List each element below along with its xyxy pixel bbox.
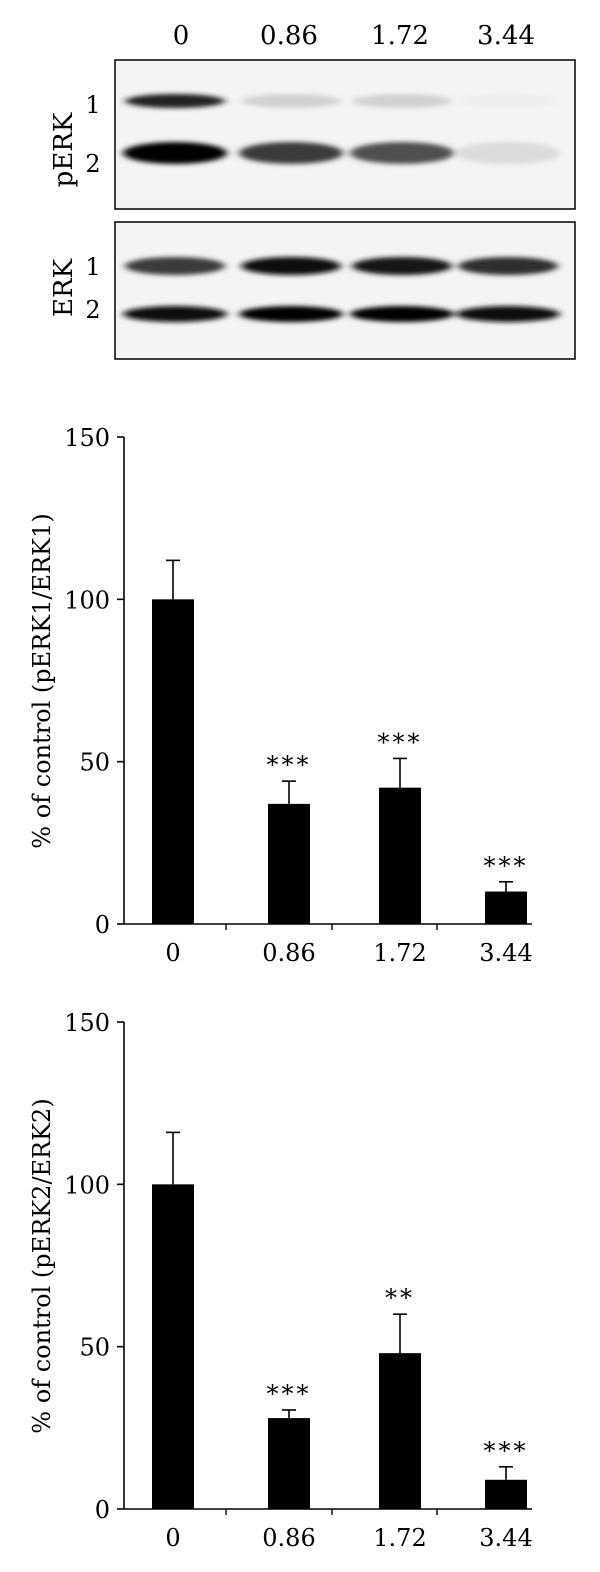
significance-label: *** (267, 751, 312, 779)
blot-band (456, 306, 560, 322)
blot-band (239, 306, 343, 322)
blot-band (350, 306, 454, 322)
blot-panel-erk-band1-label: 1 (85, 253, 100, 281)
bar (485, 891, 527, 924)
blot-panel-erk-bands (123, 257, 560, 322)
blot-lane-label: 1.72 (371, 21, 429, 51)
x-tick-label: 1.72 (373, 939, 426, 967)
y-tick-label: 0 (95, 911, 110, 939)
y-tick-label: 150 (64, 424, 110, 452)
x-tick-label: 3.44 (479, 1524, 532, 1552)
significance-label: *** (378, 728, 423, 756)
y-tick-label: 150 (64, 1009, 110, 1037)
bar (152, 599, 194, 924)
blot-band (241, 94, 341, 108)
blot-band (241, 257, 341, 275)
x-tick-label: 3.44 (479, 939, 532, 967)
blot-band (456, 142, 560, 164)
significance-label: *** (484, 1437, 529, 1465)
blot-panel-erk-band2-label: 2 (85, 296, 100, 324)
blot-band (350, 142, 454, 164)
bar (485, 1479, 527, 1509)
bar-chart-perk1-erk1: % of control (pERK1/ERK1) 0 50 100 150 0 *** 0… (28, 424, 533, 967)
bar (152, 1184, 194, 1509)
bar (379, 787, 421, 924)
chart-perk2-ylabel: % of control (pERK2/ERK2) (28, 1098, 56, 1433)
y-tick-label: 0 (95, 1496, 110, 1524)
x-tick-label: 0.86 (262, 939, 315, 967)
blot-band (123, 142, 227, 164)
blot-panel-erk: ERK 1 2 (49, 221, 576, 360)
blot-band (123, 306, 227, 322)
blot-band (352, 94, 452, 108)
y-tick-label: 50 (79, 1334, 110, 1362)
y-tick-label: 100 (64, 1171, 110, 1199)
bar (268, 1418, 310, 1509)
blot-lane-label: 0.86 (260, 21, 318, 51)
x-tick-label: 0 (165, 1524, 180, 1552)
significance-label: *** (484, 852, 529, 880)
blot-panel-perk-label: pERK (49, 112, 79, 187)
blot-lane-labels: 0 0.86 1.72 3.44 (173, 21, 535, 51)
blot-lane-label: 0 (173, 21, 190, 51)
blot-panel-perk-band2-label: 2 (85, 150, 100, 178)
y-tick-label: 50 (79, 749, 110, 777)
y-tick-label: 100 (64, 586, 110, 614)
blot-band (125, 257, 225, 275)
x-tick-label: 1.72 (373, 1524, 426, 1552)
blot-panel-erk-label: ERK (49, 258, 79, 317)
blot-band (125, 94, 225, 108)
western-blot: 0 0.86 1.72 3.44 pERK 1 2 ERK 1 2 (49, 21, 576, 360)
x-tick-label: 0.86 (262, 1524, 315, 1552)
blot-band (458, 94, 558, 108)
blot-lane-label: 3.44 (477, 21, 535, 51)
blot-band (458, 257, 558, 275)
blot-panel-perk: pERK 1 2 (49, 59, 576, 210)
blot-panel-perk-frame (114, 59, 576, 210)
significance-label: ** (385, 1284, 415, 1312)
significance-label: *** (267, 1380, 312, 1408)
blot-panel-erk-frame (114, 221, 576, 360)
blot-band (239, 142, 343, 164)
blot-panel-perk-bands (123, 94, 560, 164)
blot-panel-perk-band1-label: 1 (85, 91, 100, 119)
chart-perk1-ylabel: % of control (pERK1/ERK1) (28, 513, 56, 848)
bar (379, 1353, 421, 1509)
x-tick-label: 0 (165, 939, 180, 967)
bar (268, 803, 310, 924)
blot-band (352, 257, 452, 275)
bar-chart-perk2-erk2: % of control (pERK2/ERK2) 0 50 100 150 0 *** 0… (28, 1009, 533, 1552)
